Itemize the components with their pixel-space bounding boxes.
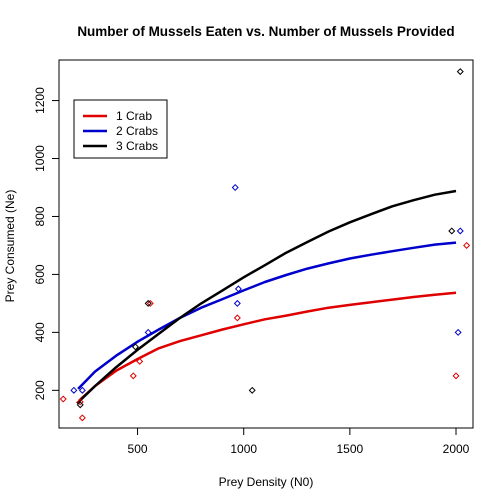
y-tick-label-600: 600 — [33, 264, 47, 284]
y-tick-label-400: 400 — [33, 322, 47, 342]
y-axis-label: Prey Consumed (Ne) — [3, 190, 17, 303]
point-series-3-5 — [448, 227, 456, 235]
point-series-2-1 — [70, 386, 78, 394]
point-series-1-1 — [59, 395, 67, 403]
y-tick-label-1200: 1200 — [33, 87, 47, 114]
curve-series-1 — [78, 291, 457, 402]
point-series-2-3 — [144, 328, 152, 336]
y-axis: 200 400 600 800 1000 1200 — [33, 87, 60, 400]
point-series-1-2 — [76, 398, 84, 406]
x-tick-label-1000: 1000 — [230, 442, 257, 456]
y-tick-label-800: 800 — [33, 206, 47, 226]
legend-label-3: 3 Crabs — [116, 139, 158, 153]
point-series-3-1 — [76, 401, 84, 409]
curve-series-3 — [76, 189, 457, 405]
point-series-1-9 — [463, 241, 471, 249]
curve-series-2 — [77, 241, 457, 390]
chart-title: Number of Mussels Eaten vs. Number of Mu… — [77, 24, 454, 39]
point-series-3-4 — [248, 386, 256, 394]
point-series-1-7 — [233, 314, 241, 322]
y-tick-label-200: 200 — [33, 380, 47, 400]
point-series-3-3 — [144, 299, 152, 307]
point-series-1-8 — [452, 372, 460, 380]
point-series-2-8 — [456, 227, 464, 235]
fitted-curves — [76, 189, 457, 405]
legend-box — [73, 99, 168, 159]
legend-label-1: 1 Crab — [116, 109, 152, 123]
y-tick-label-1000: 1000 — [33, 145, 47, 172]
point-series-3-2 — [131, 343, 139, 351]
point-series-2-4 — [231, 183, 239, 192]
x-tick-label-500: 500 — [128, 442, 148, 456]
x-tick-label-1500: 1500 — [337, 442, 364, 456]
point-series-1-6 — [146, 299, 154, 307]
x-tick-label-2000: 2000 — [443, 442, 470, 456]
point-series-2-7 — [454, 328, 462, 336]
point-series-1-5 — [136, 357, 144, 365]
point-series-2-5 — [233, 299, 241, 307]
point-series-1-4 — [129, 372, 137, 380]
legend-label-2: 2 Crabs — [116, 124, 158, 138]
point-series-2-6 — [234, 285, 242, 293]
x-axis: 500 1000 1500 2000 — [128, 427, 470, 456]
data-points — [59, 68, 471, 422]
point-series-1-3 — [78, 414, 86, 422]
x-axis-label: Prey Density (N0) — [219, 475, 314, 489]
point-series-2-2 — [78, 386, 86, 394]
point-series-3-6 — [456, 68, 464, 76]
